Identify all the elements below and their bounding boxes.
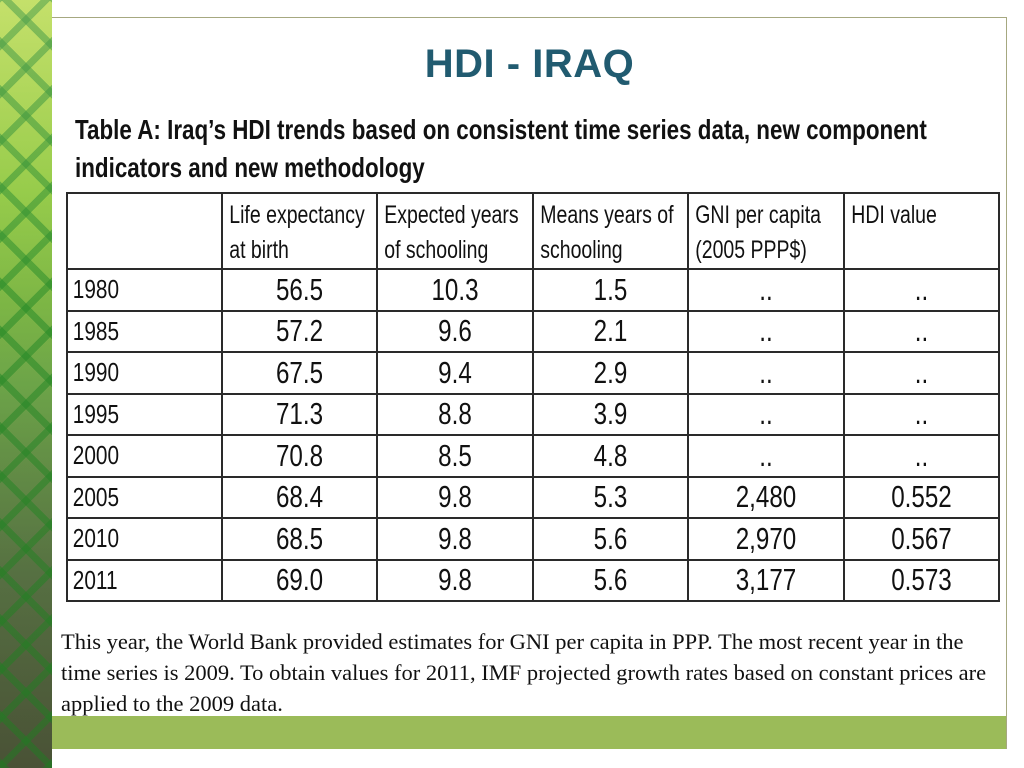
value-cell: 9.6 xyxy=(376,309,534,353)
value-cell: .. xyxy=(687,392,845,436)
value-cell: .. xyxy=(687,351,845,395)
header-cell-hdi: HDI value xyxy=(843,192,1000,270)
table-row: 2011 69.0 9.8 5.6 3,177 0.573 xyxy=(66,558,1000,602)
value-cell: 8.5 xyxy=(376,434,534,478)
year-cell: 2005 xyxy=(66,475,223,519)
header-cell-gni: GNI per capita (2005 PPP$) xyxy=(687,192,845,270)
slide-title: HDI - IRAQ xyxy=(424,42,635,86)
value-cell: 0.567 xyxy=(843,517,1000,561)
value-cell: 3,177 xyxy=(687,558,845,602)
year-cell: 1985 xyxy=(66,309,223,353)
value-cell: 4.8 xyxy=(532,434,689,478)
value-cell: 69.0 xyxy=(221,558,378,602)
table-row: 1985 57.2 9.6 2.1 .. .. xyxy=(66,309,1000,353)
year-cell: 2000 xyxy=(66,434,223,478)
value-cell: 9.8 xyxy=(376,475,534,519)
value-cell: .. xyxy=(843,351,1000,395)
hdi-table: Life expectancy at birth Expected years … xyxy=(66,192,1000,602)
table-row: 1980 56.5 10.3 1.5 .. .. xyxy=(66,268,1000,312)
table-row: 2005 68.4 9.8 5.3 2,480 0.552 xyxy=(66,475,1000,519)
table-row: 1995 71.3 8.8 3.9 .. .. xyxy=(66,392,1000,436)
year-cell: 2011 xyxy=(66,558,223,602)
table-row: 2010 68.5 9.8 5.6 2,970 0.567 xyxy=(66,517,1000,561)
value-cell: .. xyxy=(687,268,845,312)
header-cell-mean-schooling: Means years of schooling xyxy=(532,192,689,270)
value-cell: 68.5 xyxy=(221,517,378,561)
value-cell: 5.3 xyxy=(532,475,689,519)
value-cell: .. xyxy=(843,392,1000,436)
value-cell: 71.3 xyxy=(221,392,378,436)
year-cell: 2010 xyxy=(66,517,223,561)
value-cell: 2,970 xyxy=(687,517,845,561)
frame-top-border xyxy=(52,17,1007,18)
footer-accent-bar xyxy=(52,716,1006,749)
footnote-text: This year, the World Bank provided estim… xyxy=(61,629,987,716)
value-cell: 9.8 xyxy=(376,558,534,602)
value-cell: 1.5 xyxy=(532,268,689,312)
frame-right-border xyxy=(1006,17,1007,749)
value-cell: .. xyxy=(843,268,1000,312)
value-cell: 67.5 xyxy=(221,351,378,395)
value-cell: 56.5 xyxy=(221,268,378,312)
header-cell-life-expectancy: Life expectancy at birth xyxy=(221,192,378,270)
value-cell: 9.4 xyxy=(376,351,534,395)
value-cell: 9.8 xyxy=(376,517,534,561)
value-cell: .. xyxy=(687,309,845,353)
value-cell: 70.8 xyxy=(221,434,378,478)
value-cell: 3.9 xyxy=(532,392,689,436)
decorative-lattice-strip xyxy=(0,0,52,768)
value-cell: 5.6 xyxy=(532,558,689,602)
value-cell: 5.6 xyxy=(532,517,689,561)
value-cell: .. xyxy=(843,434,1000,478)
value-cell: 8.8 xyxy=(376,392,534,436)
header-cell-expected-schooling: Expected years of schooling xyxy=(376,192,534,270)
header-cell-year xyxy=(66,192,223,270)
year-cell: 1990 xyxy=(66,351,223,395)
table-row: 2000 70.8 8.5 4.8 .. .. xyxy=(66,434,1000,478)
table-row: 1990 67.5 9.4 2.9 .. .. xyxy=(66,351,1000,395)
value-cell: 2.9 xyxy=(532,351,689,395)
year-cell: 1995 xyxy=(66,392,223,436)
value-cell: 0.573 xyxy=(843,558,1000,602)
value-cell: 0.552 xyxy=(843,475,1000,519)
year-cell: 1980 xyxy=(66,268,223,312)
value-cell: 10.3 xyxy=(376,268,534,312)
value-cell: .. xyxy=(687,434,845,478)
value-cell: 68.4 xyxy=(221,475,378,519)
value-cell: 2,480 xyxy=(687,475,845,519)
table-header-row: Life expectancy at birth Expected years … xyxy=(66,192,1000,270)
value-cell: .. xyxy=(843,309,1000,353)
value-cell: 2.1 xyxy=(532,309,689,353)
table-caption: Table A: Iraq’s HDI trends based on cons… xyxy=(75,114,927,183)
value-cell: 57.2 xyxy=(221,309,378,353)
